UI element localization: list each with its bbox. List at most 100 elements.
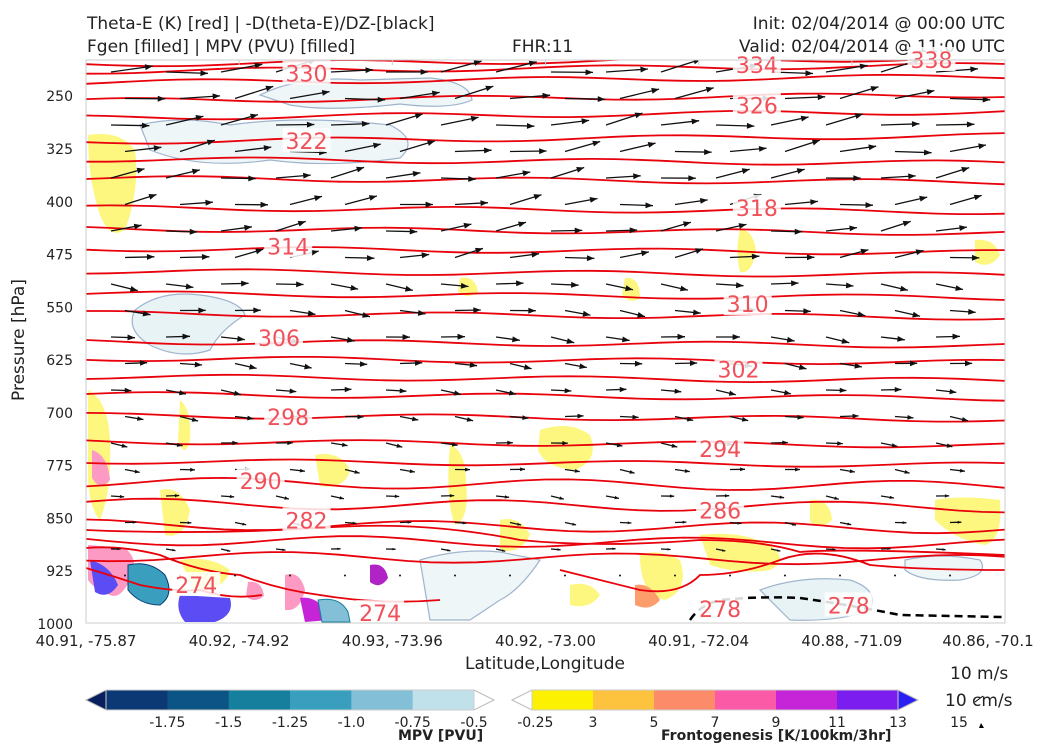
wind-vector-head xyxy=(683,221,691,228)
y-tick-label: 1000 xyxy=(37,617,73,633)
theta-e-line xyxy=(86,518,1005,535)
wind-vector-dot xyxy=(289,574,291,577)
wind-vector-head xyxy=(619,386,627,393)
colorbar-swatch xyxy=(412,690,475,710)
wind-vector-head xyxy=(946,443,953,448)
wind-vector-head xyxy=(229,494,235,499)
wind-vector-dot xyxy=(509,574,511,577)
colorbar-tick: -1.25 xyxy=(272,715,308,731)
wind-vector-head xyxy=(346,336,355,343)
wind-vector-head xyxy=(794,228,803,235)
colorbar-tick: -1.75 xyxy=(149,715,185,731)
wind-vector-head xyxy=(189,228,198,235)
wind-vector-head xyxy=(740,467,745,472)
wind-vector-head xyxy=(854,113,863,119)
wind-vector-head xyxy=(121,443,128,448)
theta-e-label: 338 xyxy=(910,49,952,74)
wind-vector-head xyxy=(959,225,967,231)
wind-vector-head xyxy=(680,285,688,292)
fgen-region xyxy=(88,134,137,233)
wind-vector-head xyxy=(368,195,377,201)
wind-vector-head xyxy=(502,549,506,552)
wind-vector-dot xyxy=(729,574,731,577)
wind-vector-head xyxy=(837,441,843,446)
wind-vector-dot xyxy=(454,574,456,577)
colorbar-tick: -1.5 xyxy=(215,715,242,731)
wind-vector-head xyxy=(798,364,807,370)
wind-vector-head xyxy=(296,281,304,288)
wind-vector-head xyxy=(634,112,643,119)
wind-vector-head xyxy=(462,521,467,525)
title-line-2: Fgen [filled] | MPV (PVU) [filled] xyxy=(87,37,356,57)
wind-vector-head xyxy=(187,521,192,525)
x-axis-label: Latitude,Longitude xyxy=(465,654,625,674)
wind-vector-head xyxy=(574,469,580,473)
wind-scale-ms: 10 m/s xyxy=(950,664,1009,684)
wind-vector-dot xyxy=(949,574,951,577)
wind-vector-head xyxy=(263,145,272,151)
fgen-region xyxy=(640,552,683,600)
wind-vector-head xyxy=(704,149,712,155)
theta-e-label-bg xyxy=(696,595,745,620)
wind-vector-head xyxy=(897,336,905,342)
wind-vector-head xyxy=(133,223,142,230)
theta-e-line xyxy=(86,524,1005,556)
wind-vector-dot xyxy=(399,574,401,577)
wind-vector-head xyxy=(195,115,204,121)
wind-vector-head xyxy=(589,197,598,203)
mpv-region xyxy=(139,119,409,165)
wind-vector-head xyxy=(447,549,451,552)
wind-scale-cms: 10 cm/s xyxy=(945,691,1013,711)
wind-vector-head xyxy=(577,413,584,419)
theta-e-label: 310 xyxy=(727,293,769,318)
wind-vector-head xyxy=(297,220,306,227)
wind-vector-head xyxy=(233,390,241,396)
theta-e-label-bg xyxy=(732,92,781,117)
wind-vector-head xyxy=(942,548,946,551)
wind-vector-head xyxy=(306,121,315,128)
wind-vector-head xyxy=(957,520,962,524)
wind-vector-head xyxy=(339,496,344,500)
wind-vector-head xyxy=(841,338,850,344)
wind-vector-head xyxy=(693,309,701,316)
wind-vector-head xyxy=(512,336,520,343)
colorbar-swatch xyxy=(106,690,168,710)
theta-e-line xyxy=(86,132,1005,145)
wind-vector-head xyxy=(870,86,879,92)
wind-vector-head xyxy=(959,468,965,473)
wind-vector-head xyxy=(362,312,370,318)
wind-vector-head xyxy=(206,139,215,146)
wind-vector-head xyxy=(212,93,221,100)
theta-e-line xyxy=(86,156,1005,166)
wind-vector-head xyxy=(352,521,357,525)
wind-vector-head xyxy=(528,307,536,314)
wind-vector-head xyxy=(849,469,855,474)
wind-vector-head xyxy=(686,416,694,422)
wind-vector-head xyxy=(148,194,157,200)
wind-vector-head xyxy=(641,250,649,257)
theta-e-label-bg xyxy=(723,291,772,316)
wind-vector-head xyxy=(409,469,415,474)
wind-vector-head xyxy=(182,333,190,340)
theta-e-line xyxy=(86,412,1005,423)
wind-vector-head xyxy=(531,251,540,258)
wind-vector-head xyxy=(412,171,421,177)
wind-vector-head xyxy=(777,549,781,552)
theta-e-label: 302 xyxy=(717,359,759,384)
y-tick-label: 700 xyxy=(46,406,73,422)
theta-e-label-bg xyxy=(732,51,781,76)
wind-vector-head xyxy=(468,176,476,182)
x-tick-label: 40.91, -72.04 xyxy=(648,632,749,650)
colorbar-tick: -0.25 xyxy=(517,715,553,731)
wind-vector-head xyxy=(728,390,736,396)
wind-vector-head xyxy=(153,145,162,152)
wind-vector-head xyxy=(414,113,423,119)
wind-vector-head xyxy=(475,247,483,254)
mpv-strong xyxy=(317,598,351,623)
wind-vector-head xyxy=(684,469,690,473)
wind-vector-head xyxy=(564,388,572,394)
frontogenesis-colorbar: 3 5 7 9 11 13 15 xyxy=(510,689,968,731)
wind-vector-head xyxy=(887,547,891,550)
wind-vector-head xyxy=(637,312,646,318)
